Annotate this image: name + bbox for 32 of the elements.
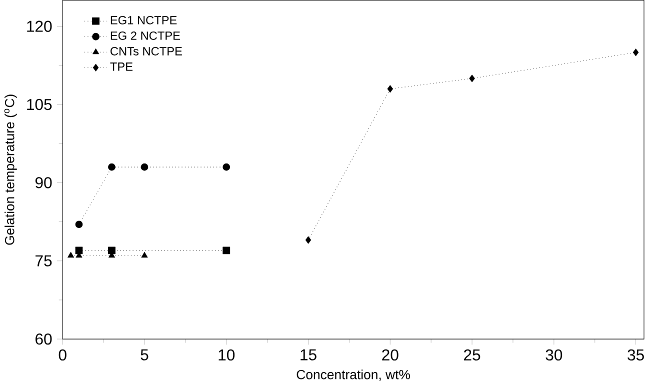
point [305,236,312,244]
y-tick-label: 90 [35,176,52,188]
y-tick-label: 120 [27,20,52,32]
point [140,163,148,171]
y-tick-label: 105 [27,98,52,110]
legend-label: EG1 NCTPE [110,16,177,24]
x-tick-label: 25 [464,349,480,360]
point [75,220,83,228]
x-tick-label: 20 [382,349,398,360]
x-tick-label: 0 [58,349,66,360]
legend-label: TPE [110,62,133,71]
point [387,85,393,92]
legend-label: EG 2 NCTPE [110,31,180,40]
legend-label: CNTs NCTPE [110,46,182,56]
point [68,252,74,258]
y-tick-label: 60 [36,333,52,345]
x-tick-label: 35 [628,349,644,360]
point [222,163,230,171]
point [108,163,116,171]
y-tick-label: 75 [36,255,52,266]
point [632,48,639,56]
x-tick-label: 5 [140,349,148,360]
point [75,246,83,254]
y-axis-title: Gelation temperature ($^{o}$C) [4,94,17,245]
point [108,246,116,254]
x-tick-label: 30 [546,349,562,360]
point [141,252,148,258]
point [469,74,475,82]
x-axis-title: Concentration, wt% [296,369,410,381]
x-tick-label: 10 [218,349,235,360]
x-tick-label: 15 [300,349,316,360]
point [222,246,230,254]
